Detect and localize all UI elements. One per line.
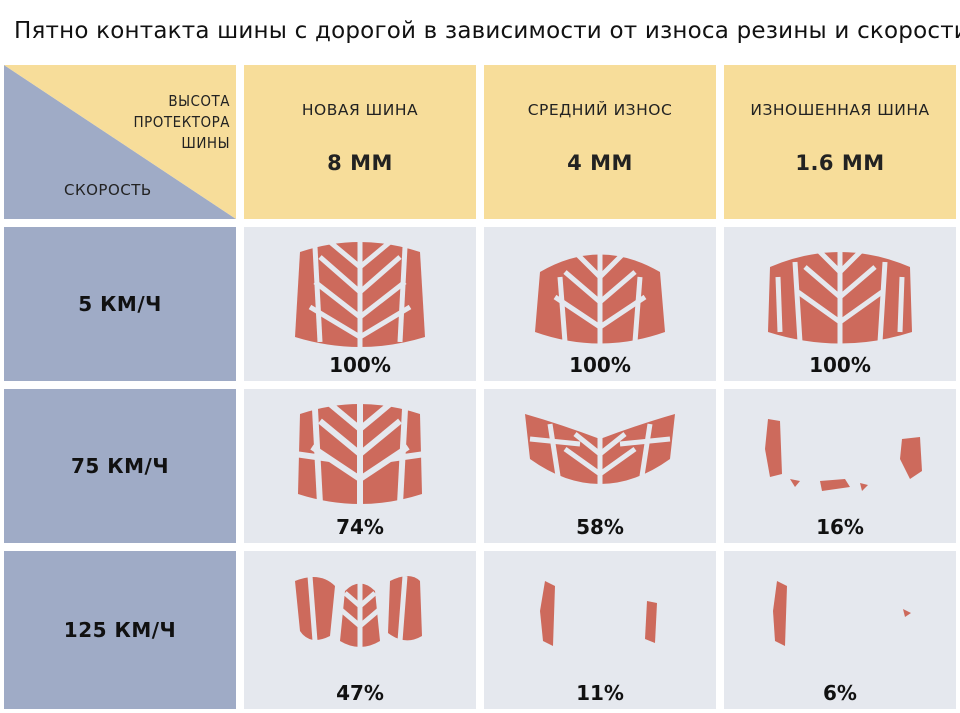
- patch-cell: 47%: [244, 551, 476, 709]
- tire-contact-patch-icon: [535, 250, 665, 349]
- contact-percentage: 47%: [336, 681, 384, 705]
- contact-percentage: 11%: [576, 681, 624, 705]
- column-depth: 8 ММ: [327, 151, 393, 175]
- page-title: Пятно контакта шины с дорогой в зависимо…: [14, 18, 960, 44]
- tread-height-label: ВЫСОТА ПРОТЕКТОРА ШИНЫ: [134, 91, 230, 154]
- column-depth: 1.6 ММ: [795, 151, 885, 175]
- tread-label-line-3: ШИНЫ: [181, 134, 230, 152]
- tire-contact-patch-icon: [294, 401, 426, 507]
- column-name: НОВАЯ ШИНА: [301, 101, 419, 119]
- patch-cell: 100%: [724, 227, 956, 381]
- tire-contact-patch-icon: [540, 581, 657, 646]
- row-speed: 75 КМ/Ч: [70, 454, 169, 478]
- contact-percentage: 58%: [576, 515, 624, 539]
- patch-cell: 16%: [724, 389, 956, 543]
- corner-header: ВЫСОТА ПРОТЕКТОРА ШИНЫ СКОРОСТЬ: [4, 65, 236, 219]
- tire-contact-patch-icon: [525, 414, 675, 497]
- patch-cell: 100%: [484, 227, 716, 381]
- tire-contact-patch-icon: [768, 245, 912, 349]
- column-name: СРЕДНИЙ ИЗНОС: [527, 101, 673, 119]
- tire-contact-patch-icon: [765, 419, 922, 491]
- contact-percentage: 16%: [816, 515, 864, 539]
- row-header-125: 125 КМ/Ч: [4, 551, 236, 709]
- column-header-worn: ИЗНОШЕННАЯ ШИНА 1.6 ММ: [724, 65, 956, 219]
- corner-split-icon: [4, 65, 236, 219]
- column-name: ИЗНОШЕННАЯ ШИНА: [750, 101, 930, 119]
- tire-contact-patch-icon: [773, 581, 911, 646]
- column-header-medium: СРЕДНИЙ ИЗНОС 4 ММ: [484, 65, 716, 219]
- contact-percentage: 100%: [809, 353, 871, 377]
- contact-percentage: 100%: [569, 353, 631, 377]
- row-header-5: 5 КМ/Ч: [4, 227, 236, 381]
- column-depth: 4 ММ: [567, 151, 633, 175]
- tire-contact-patch-icon: [295, 240, 425, 347]
- patch-cell: 100%: [244, 227, 476, 381]
- patch-cell: 58%: [484, 389, 716, 543]
- tread-label-line-1: ВЫСОТА: [168, 92, 230, 110]
- patch-cell: 11%: [484, 551, 716, 709]
- tread-label-line-2: ПРОТЕКТОРА: [133, 113, 230, 131]
- patch-cell: 6%: [724, 551, 956, 709]
- speed-label: СКОРОСТЬ: [64, 181, 152, 199]
- patch-cell: 74%: [244, 389, 476, 543]
- row-speed: 125 КМ/Ч: [63, 618, 177, 642]
- tire-contact-patch-icon: [295, 575, 422, 653]
- contact-percentage: 74%: [336, 515, 384, 539]
- contact-percentage: 6%: [823, 681, 857, 705]
- row-speed: 5 КМ/Ч: [78, 292, 162, 316]
- column-header-new: НОВАЯ ШИНА 8 ММ: [244, 65, 476, 219]
- row-header-75: 75 КМ/Ч: [4, 389, 236, 543]
- contact-percentage: 100%: [329, 353, 391, 377]
